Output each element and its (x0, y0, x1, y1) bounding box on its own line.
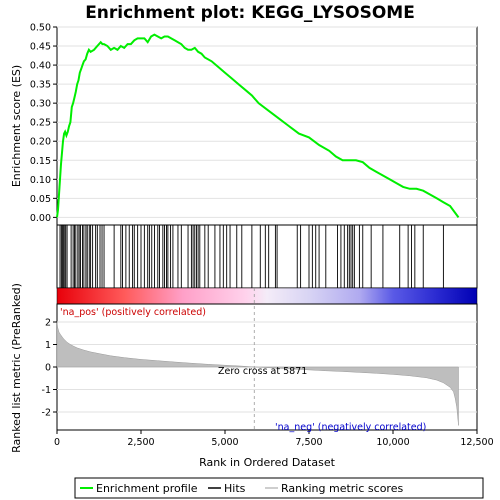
es-tick-label: 0.25 (30, 118, 51, 129)
x-tick-label: 7,500 (295, 437, 322, 448)
es-tick-label: 0.40 (30, 61, 51, 72)
x-axis-label: Rank in Ordered Dataset (199, 456, 336, 469)
enrichment-plot-area (56, 26, 478, 226)
es-tick-label: 0.35 (30, 80, 51, 91)
x-tick-label: 12,500 (460, 437, 493, 448)
positive-annotation: 'na_pos' (positively correlated) (60, 307, 206, 318)
es-tick-label: 0.15 (30, 156, 51, 167)
chart-title: Enrichment plot: KEGG_LYSOSOME (85, 3, 415, 23)
es-axis-label: Enrichment score (ES) (10, 65, 23, 187)
enrichment-panel: 0.00 0.05 0.10 0.15 0.20 0.25 0.30 0.35 0.40 0.45… (10, 23, 478, 226)
es-tick-label: 0.10 (30, 175, 51, 186)
metric-y-tick-label: 1 (45, 340, 51, 351)
rank-color-bar (56, 287, 478, 305)
legend-box (74, 477, 484, 499)
es-tick-label: 0.30 (30, 99, 51, 110)
metric-y-ticks: -2 -1 0 1 2 (42, 318, 57, 419)
hit-lines (59, 225, 444, 288)
metric-x-ticks: 0 2,500 5,000 7,500 10,000 12,500 (54, 430, 494, 448)
legend-enrichment-label: Enrichment profile (96, 482, 198, 495)
es-tick-label: 0.20 (30, 137, 51, 148)
es-tick-label: 0.00 (30, 213, 51, 224)
metric-y-tick-label: 0 (45, 363, 51, 374)
metric-y-tick-label: -2 (42, 408, 51, 419)
metric-axis-label: Ranked list metric (PreRanked) (10, 283, 23, 453)
x-tick-label: 5,000 (211, 437, 238, 448)
x-tick-label: 2,500 (127, 437, 154, 448)
metric-y-tick-label: 2 (45, 318, 51, 329)
es-tick-label: 0.50 (30, 23, 51, 34)
legend-hits-label: Hits (224, 482, 246, 495)
hits-plot-area (56, 224, 478, 289)
es-tick-label: 0.05 (30, 194, 51, 205)
zero-cross-annotation: Zero cross at 5871 (218, 366, 307, 377)
metric-panel: -2 -1 0 1 2 0 2,500 5,000 7,500 10,000 12,500 'na… (10, 283, 494, 469)
legend: Enrichment profile Hits Ranking metric s… (74, 477, 484, 499)
metric-y-tick-label: -1 (42, 385, 51, 396)
ranking-metric-area (56, 321, 459, 426)
x-tick-label: 0 (54, 437, 60, 448)
negative-annotation: 'na_neg' (negatively correlated) (275, 422, 426, 433)
x-tick-label: 10,000 (376, 437, 409, 448)
hits-panel (56, 224, 478, 289)
legend-metric-label: Ranking metric scores (281, 482, 403, 495)
enrichment-y-ticks: 0.00 0.05 0.10 0.15 0.20 0.25 0.30 0.35 0.40 0.45… (30, 23, 57, 224)
es-tick-label: 0.45 (30, 42, 51, 53)
enrichment-grid (57, 26, 477, 218)
enrichment-profile-line (56, 33, 460, 218)
